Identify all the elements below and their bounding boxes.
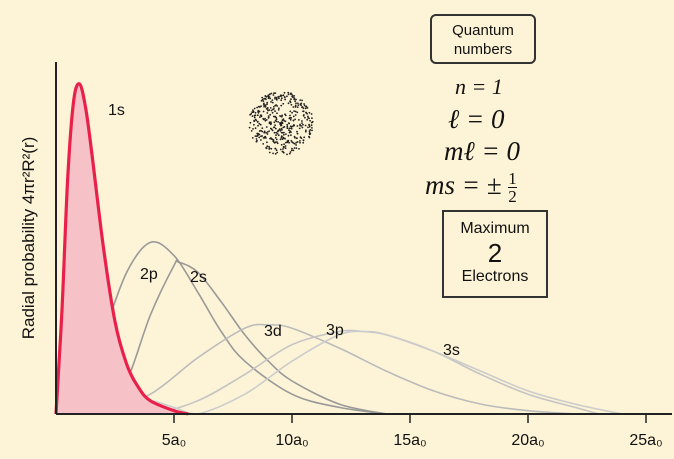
electron-cloud-1s (249, 92, 314, 156)
y-axis-label: Radial probability 4πr²R²(r) (19, 137, 38, 340)
x-tick-label: 15a₀ (393, 432, 426, 449)
electrons-label: Electrons (444, 268, 546, 286)
maximum-electrons-box: Maximum 2 Electrons (442, 210, 548, 298)
series-label-3d: 3d (264, 323, 282, 340)
quantum-l: ℓ = 0 (448, 104, 588, 135)
x-tick-label: 20a₀ (511, 432, 544, 449)
x-tick-label: 25a₀ (629, 432, 662, 449)
quantum-n: n = 1 (455, 74, 595, 100)
series-label-2s: 2s (190, 269, 207, 286)
series-label-2p: 2p (140, 266, 158, 283)
quantum-ms: ms = ± 1 2 (425, 170, 565, 205)
quantum-ms-prefix: ms = ± (425, 170, 502, 200)
quantum-box-line1: Quantum (432, 21, 534, 40)
quantum-ms-denominator: 2 (508, 188, 517, 205)
quantum-ms-numerator: 1 (508, 170, 517, 188)
maximum-count: 2 (444, 240, 546, 266)
series-label-1s: 1s (108, 102, 125, 119)
quantum-ms-fraction: 1 2 (508, 170, 517, 205)
quantum-ml: mℓ = 0 (444, 136, 584, 167)
x-tick-label: 10a₀ (275, 432, 308, 449)
series-label-3p: 3p (326, 322, 344, 339)
series-label-3s: 3s (443, 342, 460, 359)
quantum-box-line2: numbers (432, 40, 534, 59)
x-tick-label: 5a₀ (162, 432, 186, 449)
quantum-numbers-box: Quantum numbers (430, 14, 536, 64)
maximum-label: Maximum (444, 220, 546, 238)
